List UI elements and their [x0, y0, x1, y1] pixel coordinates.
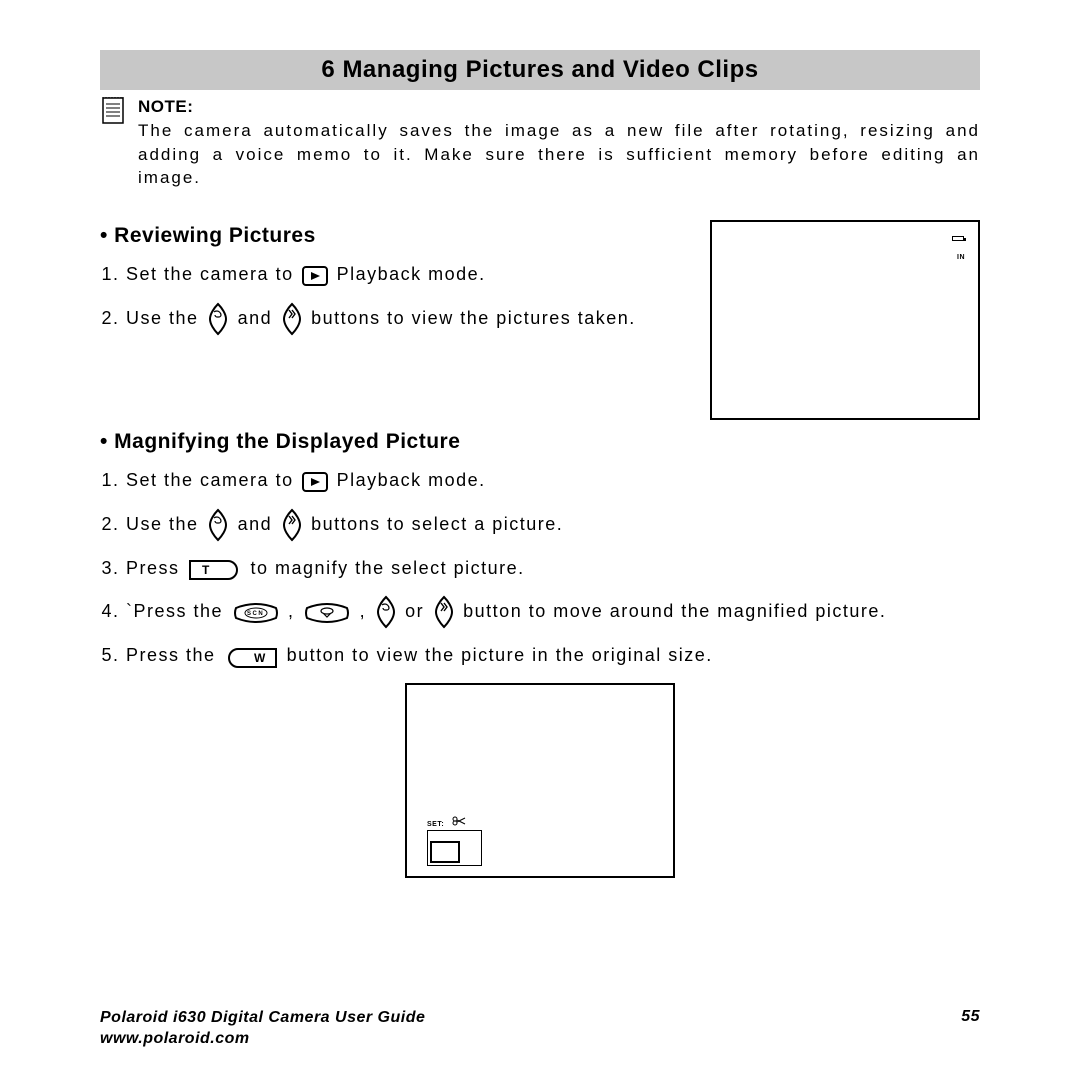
m-step-3a: Press	[126, 558, 186, 578]
step-1-text-b: Playback mode.	[337, 264, 486, 284]
m-step-2: Use the and buttons to select a picture.	[126, 508, 980, 542]
left-button-icon	[207, 508, 229, 542]
playback-icon	[302, 467, 328, 496]
m-step-2a: Use the	[126, 514, 205, 534]
crop-frame-outer	[427, 830, 482, 866]
down-button-icon	[303, 598, 351, 627]
note-body: The camera automatically saves the image…	[138, 119, 980, 190]
m-step-3: Press T to magnify the select picture.	[126, 554, 980, 584]
step-1: Set the camera to Playback mode.	[126, 260, 690, 290]
chapter-title: Managing Pictures and Video Clips	[342, 56, 758, 83]
step-1-text-a: Set the camera to	[126, 264, 300, 284]
m-step-2b: and	[238, 514, 279, 534]
page-footer: Polaroid i630 Digital Camera User Guide …	[100, 1008, 980, 1050]
note-label: NOTE:	[138, 95, 980, 119]
magnify-steps: Set the camera to Playback mode. Use the…	[100, 466, 980, 671]
svg-text:SCN: SCN	[247, 611, 264, 617]
m-step-1: Set the camera to Playback mode.	[126, 466, 980, 496]
step-2-text-b: and	[238, 308, 279, 328]
reviewing-steps: Set the camera to Playback mode. Use the	[100, 260, 690, 336]
screen-preview-1: IN	[710, 220, 980, 420]
m-step-4a: `Press the	[126, 601, 230, 621]
chapter-number: 6	[321, 56, 335, 83]
step-2-text-a: Use the	[126, 308, 205, 328]
right-button-icon	[433, 595, 455, 629]
battery-icon	[952, 236, 964, 241]
left-button-icon	[207, 302, 229, 336]
svg-text:W: W	[254, 651, 267, 665]
m-step-4c: ,	[360, 601, 367, 621]
scissors-icon	[452, 816, 466, 828]
notepad-icon	[100, 95, 126, 190]
m-step-4b: ,	[288, 601, 301, 621]
set-label: SET:	[427, 821, 444, 828]
section-reviewing-title: • Reviewing Pictures	[100, 224, 690, 248]
right-button-icon	[281, 508, 303, 542]
screen-preview-2: SET:	[405, 683, 675, 878]
note-block: NOTE: The camera automatically saves the…	[100, 95, 980, 190]
crop-frame-inner	[430, 841, 460, 863]
m-step-3b: to magnify the select picture.	[251, 558, 525, 578]
footer-page: 55	[961, 1008, 980, 1050]
m-step-1b: Playback mode.	[337, 470, 486, 490]
playback-icon	[302, 261, 328, 290]
m-step-4: `Press the SCN , , or	[126, 595, 980, 629]
w-zoom-button-icon: W	[224, 642, 278, 671]
m-step-5a: Press the	[126, 645, 222, 665]
m-step-4d: or	[405, 601, 431, 621]
left-button-icon	[375, 595, 397, 629]
m-step-1a: Set the camera to	[126, 470, 300, 490]
footer-url: www.polaroid.com	[100, 1029, 425, 1050]
step-2-text-c: buttons to view the pictures taken.	[311, 308, 636, 328]
m-step-4e: button to move around the magnified pict…	[463, 601, 886, 621]
m-step-5: Press the W button to view the picture i…	[126, 641, 980, 671]
m-step-5b: button to view the picture in the origin…	[287, 645, 713, 665]
step-2: Use the and buttons to view the pictures…	[126, 302, 690, 336]
m-step-2c: buttons to select a picture.	[311, 514, 563, 534]
right-button-icon	[281, 302, 303, 336]
section-magnify-title: • Magnifying the Displayed Picture	[100, 430, 980, 454]
t-zoom-button-icon: T	[188, 555, 242, 584]
svg-text:T: T	[202, 563, 211, 577]
footer-guide: Polaroid i630 Digital Camera User Guide	[100, 1008, 425, 1029]
in-label: IN	[957, 254, 965, 261]
chapter-header: 6 Managing Pictures and Video Clips	[100, 50, 980, 90]
scn-button-icon: SCN	[232, 598, 280, 627]
